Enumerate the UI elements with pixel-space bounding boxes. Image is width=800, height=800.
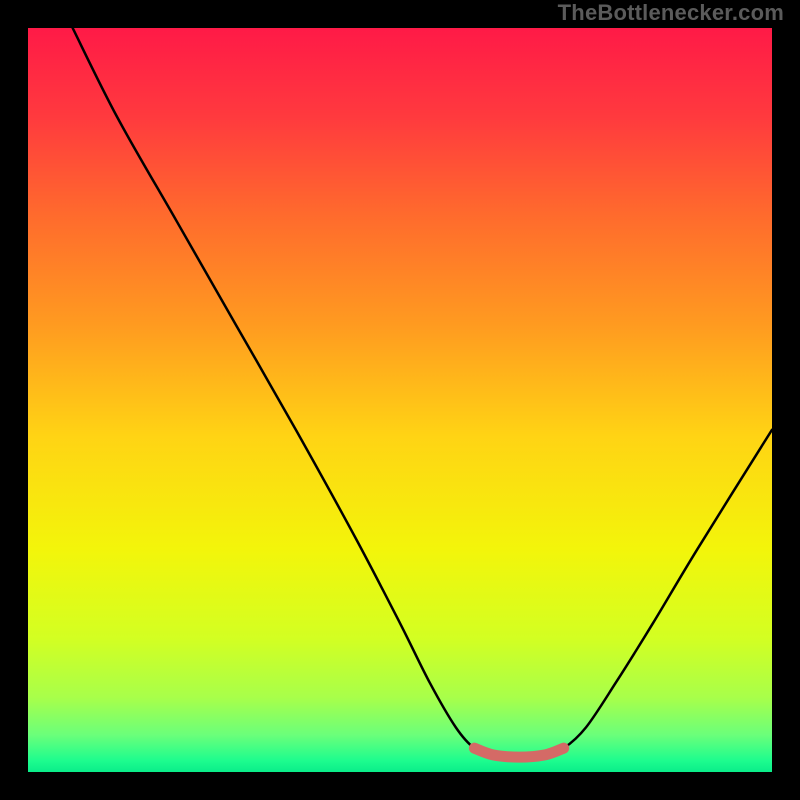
watermark-text: TheBottlenecker.com bbox=[558, 0, 784, 26]
plot-background bbox=[28, 28, 772, 772]
chart-frame: TheBottlenecker.com bbox=[0, 0, 800, 800]
plot-area bbox=[28, 28, 772, 772]
plot-svg bbox=[28, 28, 772, 772]
